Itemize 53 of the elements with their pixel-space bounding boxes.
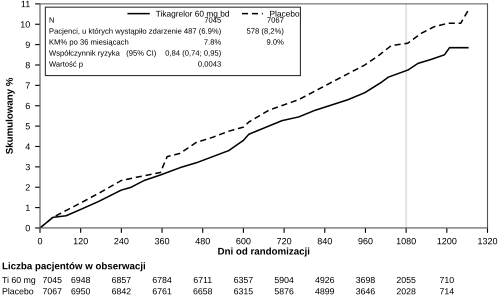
y-tick-label: 3 — [26, 164, 30, 170]
text: 4899 — [315, 288, 334, 294]
x-tick-label: 0 — [38, 238, 42, 244]
text: Ti 60 mg — [2, 276, 36, 285]
x-tick-label: 480 — [195, 238, 210, 244]
x-tick-label: 120 — [74, 238, 88, 244]
text: 6784 — [152, 276, 172, 284]
y-tick-label: 2 — [26, 184, 30, 190]
text: 4926 — [315, 276, 334, 284]
text: 714 — [440, 288, 454, 294]
x-tick-label: 240 — [114, 238, 129, 244]
y-tick-label: 1 — [26, 204, 30, 211]
text: Placebo — [2, 288, 34, 294]
y-tick-label: 6 — [26, 102, 30, 110]
x-tick-label: 1320 — [478, 238, 498, 244]
text: 6857 — [112, 276, 131, 284]
x-axis-title: Dni od randomizacji — [218, 247, 310, 257]
text: 6948 — [71, 276, 90, 284]
x-tick-label: 600 — [236, 238, 251, 244]
y-tick-label: 7 — [26, 82, 30, 89]
y-tick-label: 5 — [26, 123, 30, 130]
x-tick-label: 840 — [318, 238, 332, 244]
text: 5876 — [274, 288, 294, 294]
text: Liczba pacjentów w obserwacji — [2, 262, 146, 272]
y-tick-label: 8 — [26, 62, 30, 68]
x-tick-label: 1080 — [396, 238, 416, 244]
y-tick-label: 10 — [20, 21, 30, 28]
y-tick-label: 0 — [26, 224, 30, 232]
text: 7067 — [42, 288, 62, 294]
text: 2028 — [396, 288, 416, 294]
x-tick-label: 360 — [154, 238, 170, 244]
text: 6711 — [194, 276, 212, 284]
y-tick-label: 9 — [26, 42, 30, 48]
text: 7045 — [42, 276, 62, 284]
text: 6658 — [193, 288, 212, 294]
text: 6357 — [234, 276, 253, 284]
text: 3646 — [356, 288, 375, 294]
text: 2055 — [396, 276, 416, 284]
text: 710 — [440, 276, 454, 284]
x-tick-label: 720 — [277, 238, 292, 244]
text: 3698 — [356, 276, 375, 284]
x-tick-label: 1200 — [437, 238, 457, 244]
text: 6950 — [71, 288, 90, 294]
x-tick-label: 960 — [358, 238, 373, 244]
text: 6315 — [234, 288, 253, 294]
legend-label: Placebo — [270, 10, 300, 17]
text: 6842 — [112, 288, 131, 294]
y-tick-label: 4 — [25, 144, 30, 150]
y-axis-title: Skumulowany % — [6, 78, 15, 154]
y-tick-label: 11 — [22, 0, 30, 8]
text: 6761 — [152, 288, 172, 294]
legend-label: Tikagrelor 60 mg bd — [156, 10, 229, 18]
text: 5904 — [274, 276, 294, 284]
